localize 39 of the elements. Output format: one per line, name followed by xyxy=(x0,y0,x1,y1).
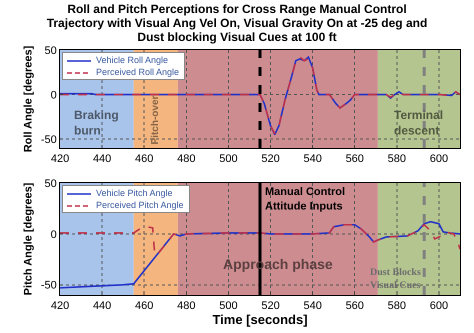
x-tick-label: 420 xyxy=(50,153,70,166)
x-tick-label: 520 xyxy=(261,300,280,312)
y-tick-label: -50 xyxy=(40,134,57,146)
legend-label: Perceived Roll Angle xyxy=(96,67,180,77)
x-tick-label: 440 xyxy=(92,300,112,312)
x-tick-label: 580 xyxy=(388,153,406,166)
x-tick-label: 500 xyxy=(219,153,238,166)
legend-label: Vehicle Pitch Angle xyxy=(96,188,173,198)
x-tick-label: 600 xyxy=(430,153,448,166)
annotation: Pitch-over xyxy=(150,96,162,145)
legend-label: Vehicle Roll Angle xyxy=(96,55,168,65)
ref-line-label: Dust Blocks Visual Cues xyxy=(370,267,421,291)
x-tick-label: 520 xyxy=(261,153,280,166)
x-tick-label: 560 xyxy=(346,153,364,166)
ref-line-label: Manual Control Attitude Inputs xyxy=(265,186,346,212)
y-tick-label: 50 xyxy=(44,178,57,190)
chart-title: Roll and Pitch Perceptions for Cross Range Manual Control Trajectory with Visual Ang Vel On, Visual Gravity On at -25 deg and Dust blocking Visual Cues at 100 ft xyxy=(46,2,428,44)
x-axis-title: Time [seconds] xyxy=(212,312,308,328)
x-tick-label: 420 xyxy=(50,300,70,312)
x-tick-label: 540 xyxy=(303,153,322,166)
x-tick-label: 460 xyxy=(135,153,154,166)
y-tick-label: -50 xyxy=(40,280,57,292)
band-label: Terminal descent xyxy=(394,108,444,138)
x-tick-label: 560 xyxy=(346,300,364,312)
x-tick-label: 460 xyxy=(135,300,154,312)
x-tick-label: 480 xyxy=(177,300,196,312)
x-tick-label: 540 xyxy=(303,300,322,312)
x-tick-label: 480 xyxy=(177,153,196,166)
x-tick-label: 600 xyxy=(430,300,448,312)
y-tick-label: 50 xyxy=(44,44,57,57)
y-tick-label: 0 xyxy=(50,228,57,241)
y-tick-label: 0 xyxy=(50,89,57,102)
band-label: Braking burn xyxy=(74,108,119,138)
legend-label: Perceived Pitch Angle xyxy=(96,200,184,210)
x-tick-label: 580 xyxy=(388,300,406,312)
x-tick-label: 440 xyxy=(92,153,112,166)
y-axis-title: Roll Angle [degrees] xyxy=(22,45,35,152)
y-axis-title: Pitch Angle [degrees] xyxy=(22,182,35,296)
x-tick-label: 500 xyxy=(219,300,238,312)
